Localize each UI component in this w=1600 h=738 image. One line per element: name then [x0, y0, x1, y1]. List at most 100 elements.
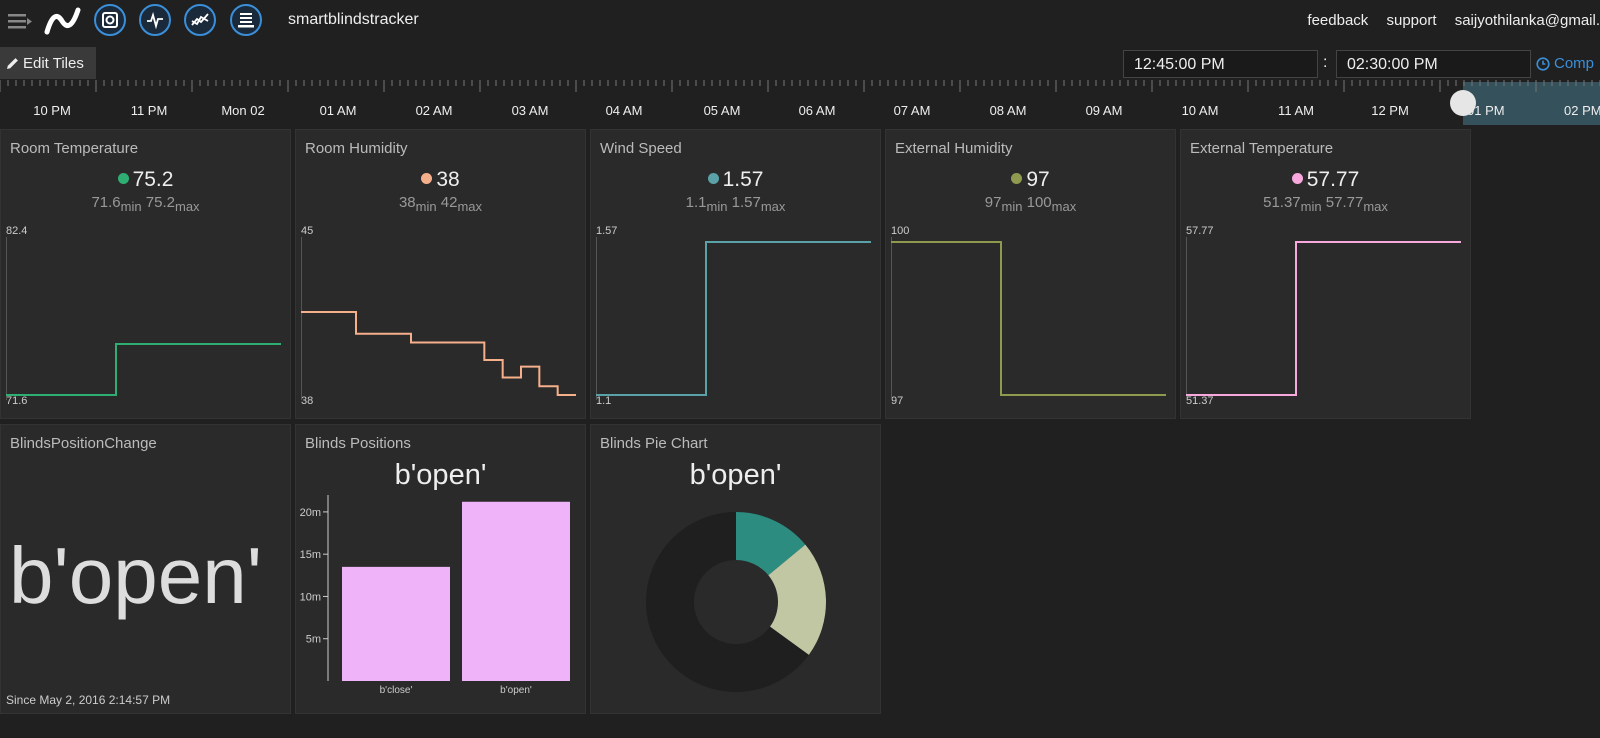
current-value: 38 [436, 168, 460, 191]
current-value: 1.57 [722, 168, 764, 191]
tile-title: Blinds Pie Chart [600, 435, 708, 452]
max-value: 42 [440, 194, 458, 211]
timeline-label-01pm: 01 PM [1467, 103, 1505, 118]
compare-link[interactable]: Comp [1536, 55, 1594, 72]
bar-open [462, 501, 570, 681]
sparkline-chart [891, 237, 1166, 400]
timeline-label: 07 AM [893, 103, 931, 118]
y-tick-label: 5m [306, 634, 321, 646]
axis-top-label: 100 [891, 225, 910, 237]
since-timestamp: Since May 2, 2016 2:14:57 PM [6, 693, 171, 707]
menu-icon[interactable] [8, 12, 32, 30]
stack-icon[interactable] [230, 4, 262, 36]
axis-bottom-label: 38 [301, 395, 314, 407]
tile-value: 75.2 [1, 168, 290, 192]
axis-bottom-label: 97 [891, 395, 904, 407]
current-value: 75.2 [132, 168, 174, 191]
min-value: 71.6 [91, 194, 121, 211]
feedback-link[interactable]: feedback [1307, 12, 1369, 29]
axis-top-label: 82.4 [6, 225, 28, 237]
min-label: min [415, 199, 437, 214]
tile-value: 1.57 [591, 168, 880, 192]
tile-blinds-pie-chart[interactable]: Blinds Pie Chart b'open' [590, 424, 881, 714]
timeline-ruler[interactable] [0, 80, 1600, 124]
x-tick-label: b'open' [500, 685, 532, 696]
series-line [891, 241, 1166, 396]
tile-title: Room Temperature [10, 140, 139, 157]
max-label: max [1051, 199, 1077, 214]
timeline-label: 09 AM [1085, 103, 1123, 118]
min-label: min [706, 199, 728, 214]
tile-min-max: 97min 100max [886, 194, 1175, 214]
max-label: max [1363, 199, 1388, 214]
max-value: 1.57 [731, 194, 761, 211]
clock-icon [1536, 56, 1550, 71]
min-label: min [1300, 199, 1322, 214]
top-links: feedback support saijyothilanka@gmail. [1293, 12, 1600, 29]
series-dot [117, 172, 129, 184]
user-email-link[interactable]: saijyothilanka@gmail. [1454, 12, 1600, 29]
timeline-label: 10 PM [33, 103, 71, 118]
timeline-label: 05 AM [703, 103, 741, 118]
sparkline-chart [1186, 237, 1461, 400]
end-time-input[interactable]: 02:30:00 PM [1336, 50, 1531, 78]
tile-external-temperature[interactable]: External Temperature 57.77 51.37min 57.7… [1180, 129, 1471, 419]
timeline-label: 04 AM [605, 103, 643, 118]
donut-slice [768, 544, 826, 655]
max-value: 75.2 [145, 194, 175, 211]
axis-top-label: 45 [301, 225, 314, 237]
timeline-label: 03 AM [511, 103, 549, 118]
timeline-range-handle[interactable] [1450, 90, 1476, 116]
pulse-icon[interactable] [139, 4, 171, 36]
tile-wind-speed[interactable]: Wind Speed 1.57 1.1min 1.57max 1.57 1.1 [590, 129, 881, 419]
support-link[interactable]: support [1386, 12, 1437, 29]
donut-chart [646, 512, 826, 692]
edit-tiles-label: Edit Tiles [23, 54, 84, 72]
tile-title: Blinds Positions [305, 435, 411, 452]
min-value: 1.1 [685, 194, 707, 211]
tile-external-humidity[interactable]: External Humidity 97 97min 100max 100 97 [885, 129, 1176, 419]
trend-icon[interactable] [184, 4, 216, 36]
device-icon[interactable] [94, 4, 126, 36]
max-label: max [174, 199, 200, 214]
sparkline-chart [596, 237, 871, 400]
pencil-icon [7, 57, 18, 69]
timeline-label: 06 AM [798, 103, 836, 118]
tile-title: Wind Speed [600, 140, 682, 157]
max-label: max [760, 199, 786, 214]
series-dot [707, 172, 719, 184]
current-value: 97 [1026, 168, 1050, 191]
start-time-input[interactable]: 12:45:00 PM [1123, 50, 1318, 78]
series-dot [1011, 172, 1023, 184]
y-tick-label: 20m [300, 507, 321, 519]
top-bar: smartblindstracker feedback support saij… [0, 0, 1600, 44]
timeline-selected-range[interactable] [1463, 82, 1600, 125]
edit-tiles-button[interactable]: Edit Tiles [0, 47, 96, 79]
tile-blinds-positions[interactable]: Blinds Positions b'open' 5m 10m 15m 20m b'cl… [295, 424, 586, 714]
tile-value: 57.77 [1181, 168, 1470, 192]
axis-bottom-label: 51.37 [1186, 395, 1214, 407]
tile-min-max: 1.1min 1.57max [591, 194, 880, 214]
series-line [1186, 241, 1461, 396]
donut-slice [646, 512, 809, 692]
tile-room-humidity[interactable]: Room Humidity 38 38min 42max 45 38 [295, 129, 586, 419]
tile-min-max: 71.6min 75.2max [1, 194, 290, 214]
app-logo-icon[interactable] [44, 6, 84, 36]
donut-slice [736, 512, 806, 576]
tile-blinds-position-change[interactable]: BlindsPositionChange b'open' Since May 2… [0, 424, 291, 714]
tile-room-temperature[interactable]: Room Temperature 75.2 71.6min 75.2max 82… [0, 129, 291, 419]
bar-chart: 5m 10m 15m 20m b'close' b'open' [300, 495, 570, 696]
max-label: max [457, 199, 483, 214]
series-line [6, 343, 281, 396]
max-value: 100 [1026, 194, 1052, 211]
timeline-label: 11 AM [1278, 103, 1314, 118]
tile-title: BlindsPositionChange [10, 435, 157, 452]
series-dot [421, 172, 433, 184]
current-state-text: b'open' [394, 459, 487, 491]
min-value: 97 [984, 194, 1002, 211]
current-value: 57.77 [1306, 168, 1360, 191]
series-line [301, 310, 576, 396]
y-tick-label: 10m [300, 591, 321, 603]
axis-bottom-label: 1.1 [596, 395, 612, 407]
tile-title: Room Humidity [305, 140, 408, 157]
